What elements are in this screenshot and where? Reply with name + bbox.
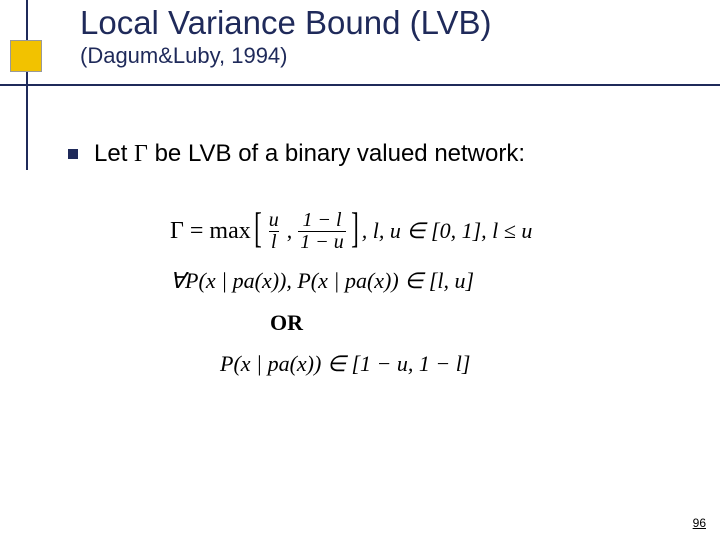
header: Local Variance Bound (LVB) (Dagum&Luby, …	[80, 4, 700, 70]
fraction-2: 1 − l 1 − u	[298, 210, 346, 253]
equation-alt-interval: P(x | pa(x)) ∈ [1 − u, 1 − l]	[220, 350, 590, 379]
math-block: Γ = max [ u l , 1 − l 1 − u ] , l, u ∈ […	[170, 210, 590, 379]
bullet-symbol: Γ	[134, 141, 148, 167]
bullet-marker	[68, 149, 78, 159]
fraction-1: u l	[267, 210, 281, 253]
horizontal-rule	[0, 84, 720, 86]
page-number: 96	[693, 516, 706, 530]
left-bracket-icon: [	[254, 212, 262, 248]
bullet-text: Let Γ be LVB of a binary valued network:	[94, 140, 525, 168]
frac1-num: u	[267, 210, 281, 231]
slide-title: Local Variance Bound (LVB)	[80, 4, 700, 42]
equation-gamma: Γ = max [ u l , 1 − l 1 − u ] , l, u ∈ […	[170, 210, 590, 253]
bullet-item: Let Γ be LVB of a binary valued network:	[68, 140, 688, 168]
comma: ,	[287, 217, 293, 246]
slide: Local Variance Bound (LVB) (Dagum&Luby, …	[0, 0, 720, 540]
slide-subtitle: (Dagum&Luby, 1994)	[80, 42, 700, 70]
bullet-prefix: Let	[94, 140, 134, 167]
right-bracket-icon: ]	[351, 212, 359, 248]
accent-box	[10, 40, 42, 72]
frac1-den: l	[269, 231, 279, 253]
gamma-tail: , l, u ∈ [0, 1], l ≤ u	[362, 217, 533, 246]
gamma-eq-prefix: Γ = max	[170, 216, 251, 247]
equation-forall: ∀P(x | pa(x)), P(x | pa(x)) ∈ [l, u]	[170, 267, 590, 296]
frac2-den: 1 − u	[298, 231, 346, 253]
body: Let Γ be LVB of a binary valued network:	[68, 140, 688, 168]
or-label: OR	[270, 310, 590, 336]
bullet-suffix: be LVB of a binary valued network:	[148, 140, 525, 167]
frac2-num: 1 − l	[300, 210, 343, 231]
